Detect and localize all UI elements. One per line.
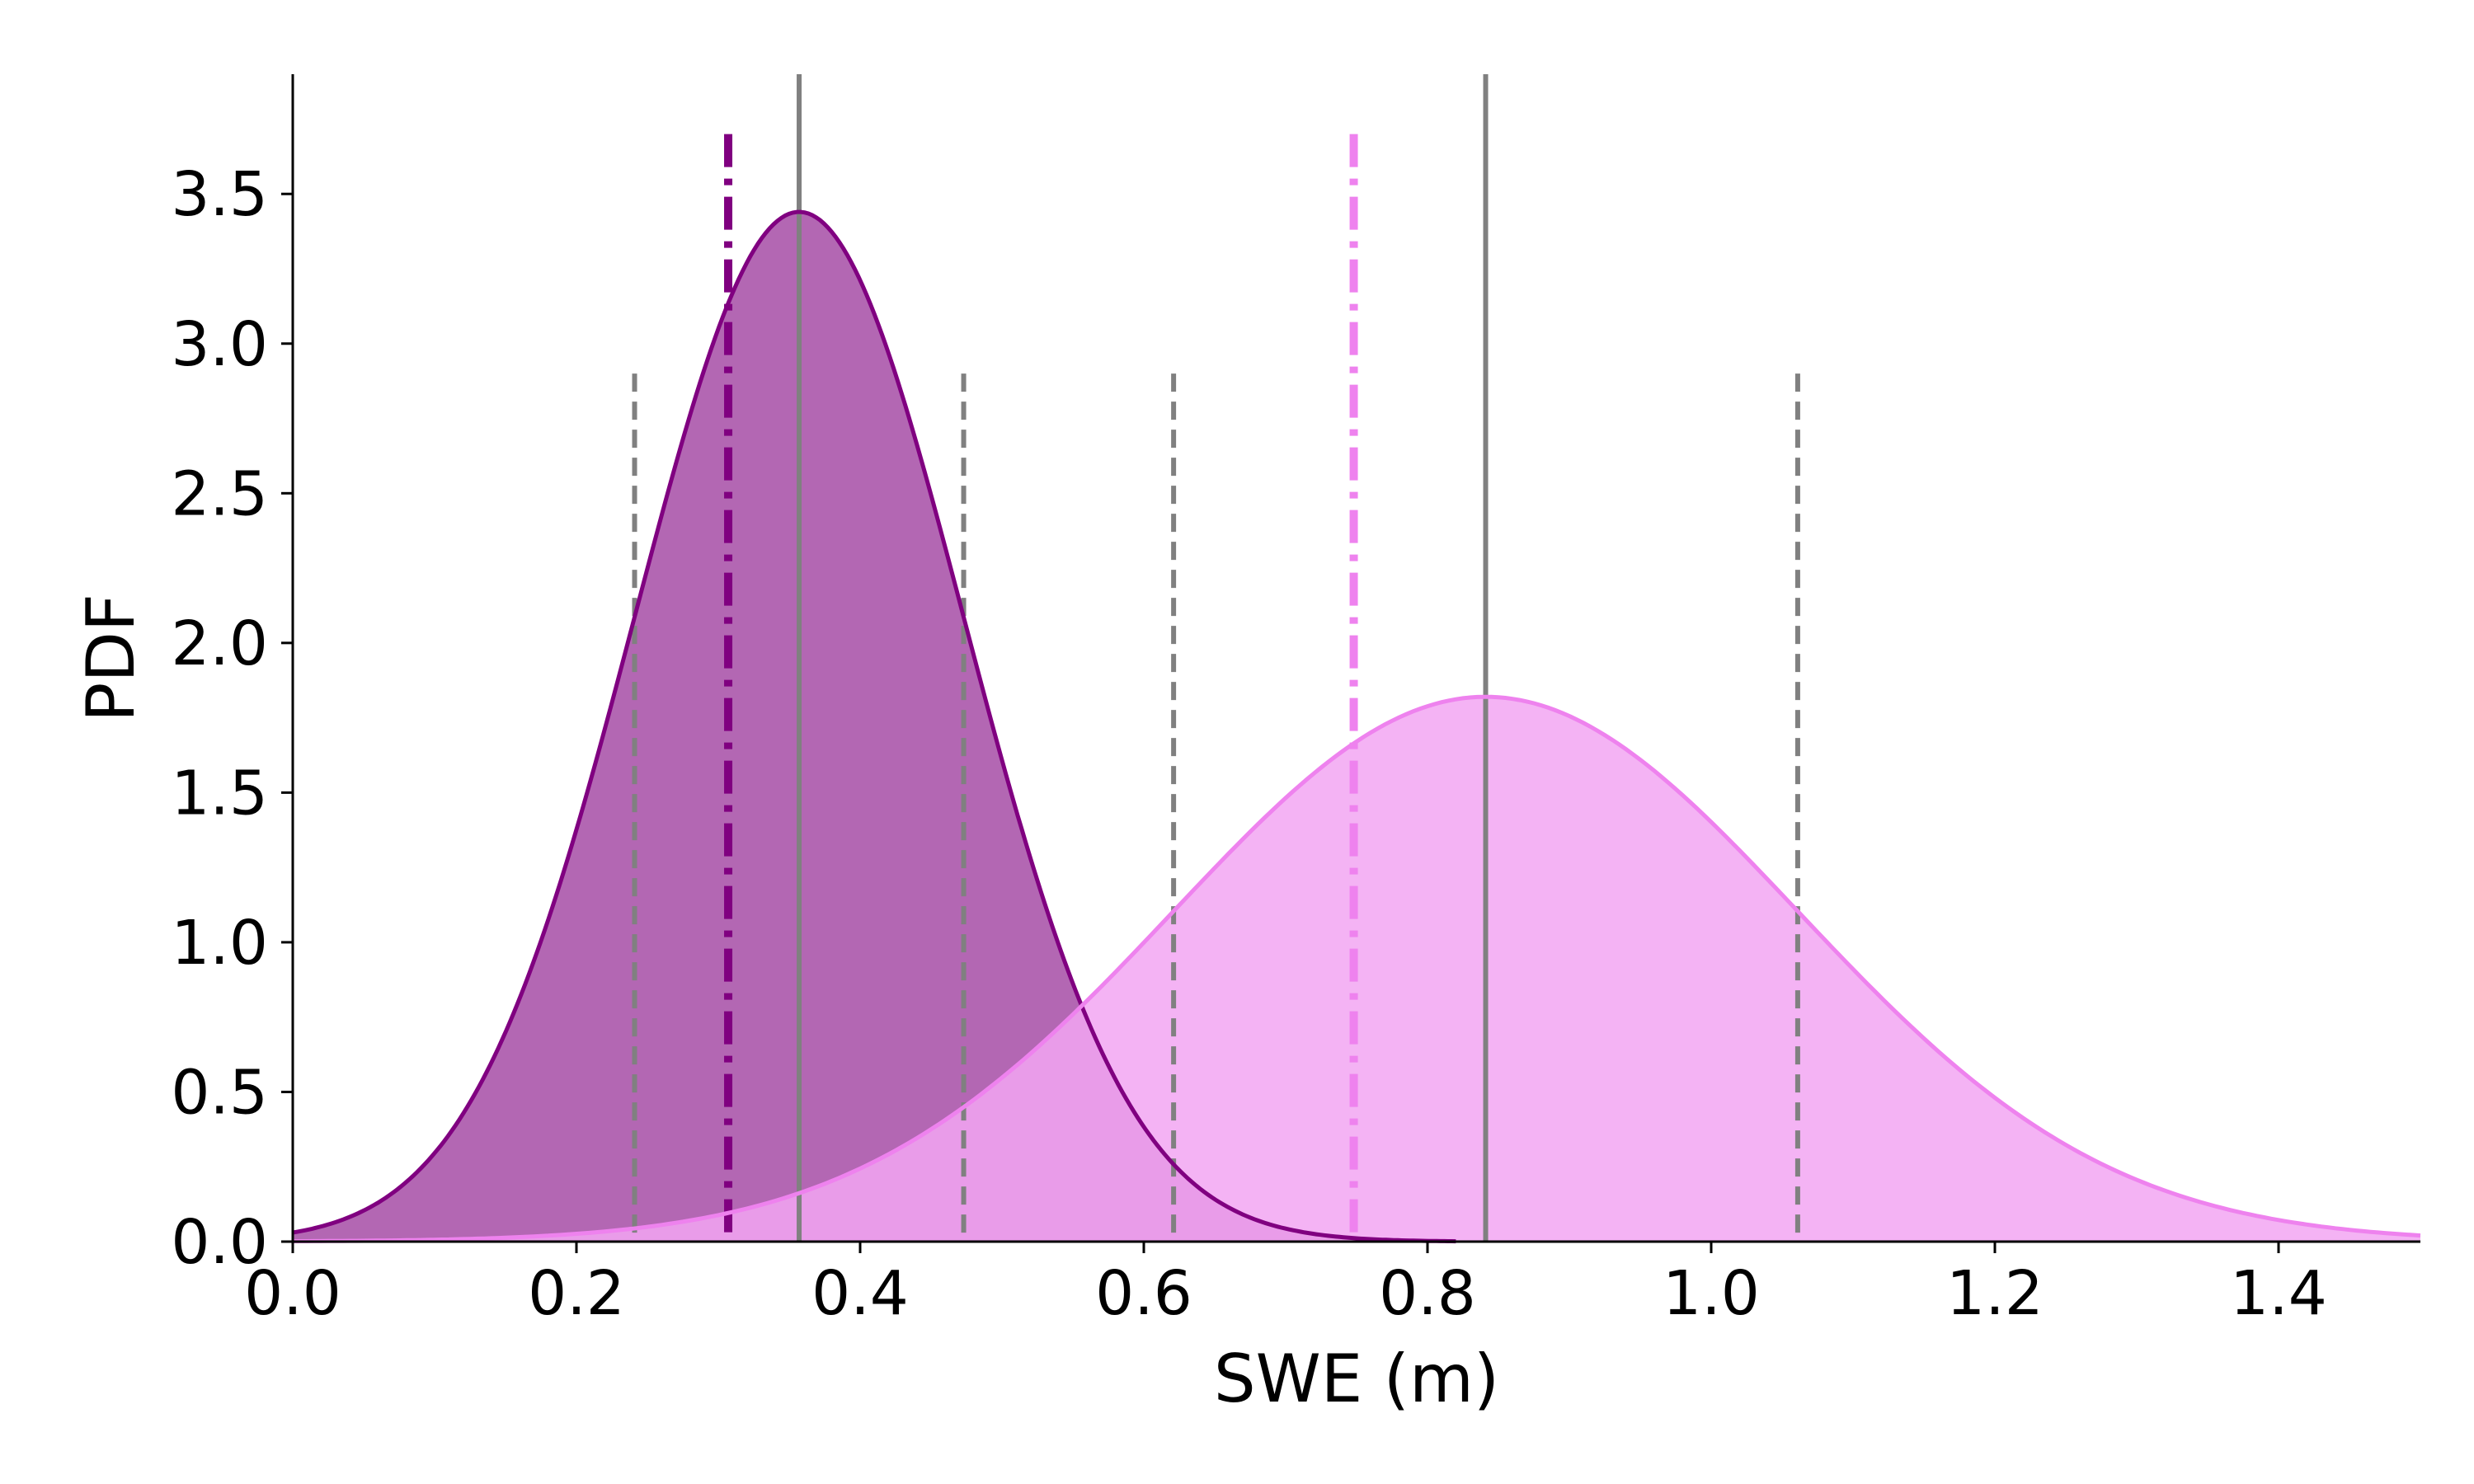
x-tick-label: 1.0 (1663, 1258, 1760, 1329)
y-tick-label: 0.0 (171, 1207, 268, 1278)
x-ticks: 0.0 0.2 0.4 0.6 0.8 1.0 1.2 1.4 (244, 1242, 2327, 1329)
distribution-curve-1 (292, 209, 1456, 1244)
y-tick-label: 2.0 (171, 608, 268, 679)
x-axis-label: SWE (m) (1214, 1341, 1499, 1417)
y-tick-label: 0.5 (171, 1057, 268, 1128)
y-tick-label: 1.0 (171, 908, 268, 979)
y-ticks: 0.0 0.5 1.0 1.5 2.0 2.5 3.0 3.5 (171, 159, 293, 1278)
distribution-curve-2 (292, 694, 2421, 1244)
y-tick-label: 1.5 (171, 758, 268, 829)
x-tick-label: 0.8 (1379, 1258, 1476, 1329)
y-tick-label: 3.0 (171, 309, 268, 380)
x-tick-label: 1.2 (1946, 1258, 2044, 1329)
y-tick-label: 2.5 (171, 458, 268, 529)
y-tick-label: 3.5 (171, 159, 268, 230)
x-tick-label: 0.4 (811, 1258, 909, 1329)
x-tick-label: 1.4 (2230, 1258, 2327, 1329)
distribution-curves (292, 209, 2421, 1244)
y-axis-label: PDF (73, 594, 149, 722)
distribution-fill-1 (293, 212, 1456, 1242)
x-tick-label: 0.2 (528, 1258, 625, 1329)
axes (291, 74, 2420, 1243)
reference-lines (632, 74, 1800, 1242)
x-tick-label: 0.6 (1095, 1258, 1192, 1329)
x-tick-label: 0.0 (244, 1258, 341, 1329)
